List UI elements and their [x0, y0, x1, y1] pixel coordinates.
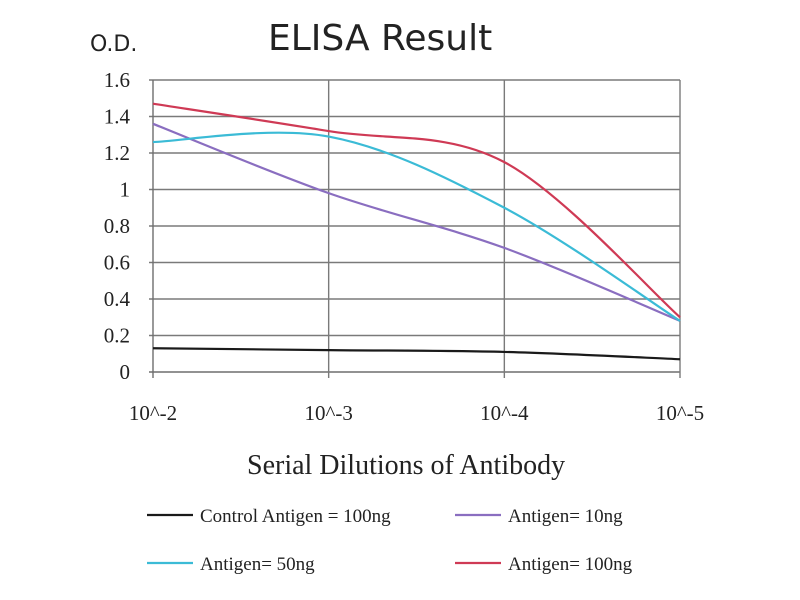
x-axis-label: Serial Dilutions of Antibody	[247, 450, 565, 481]
y-tick-label: 0.8	[104, 214, 130, 238]
legend-label: Control Antigen = 100ng	[200, 506, 391, 527]
y-ticks: 0 0.2 0.4 0.6 0.8 1 1.2 1.4 1.6	[104, 68, 131, 384]
series-line	[152, 102, 681, 319]
y-tick-label: 1.6	[104, 68, 130, 92]
series-line	[152, 347, 681, 361]
y-tick-label: 0.6	[104, 251, 130, 275]
chart-title: ELISA Result	[268, 18, 492, 59]
legend: Control Antigen = 100ng Antigen= 10ng Anti…	[147, 506, 633, 575]
y-tick-label: 1.2	[104, 141, 130, 165]
x-ticks: 10^-2 10^-3 10^-4 10^-5	[129, 401, 704, 425]
x-tick-label: 10^-2	[129, 401, 177, 425]
y-tick-label: 0.4	[104, 287, 131, 311]
series-line	[152, 131, 681, 322]
y-tick-label: 0	[120, 360, 131, 384]
x-tick-label: 10^-5	[656, 401, 704, 425]
y-tick-label: 1.4	[104, 105, 131, 129]
legend-label: Antigen= 100ng	[508, 554, 633, 575]
y-axis-label: O.D.	[90, 32, 137, 57]
legend-label: Antigen= 50ng	[200, 554, 315, 575]
x-tick-label: 10^-4	[480, 401, 529, 425]
y-tick-label: 1	[120, 178, 131, 202]
y-tick-label: 0.2	[104, 324, 130, 348]
series-lines	[152, 102, 681, 361]
x-tick-label: 10^-3	[304, 401, 352, 425]
series-line	[152, 122, 681, 322]
legend-label: Antigen= 10ng	[508, 506, 623, 527]
grid	[149, 79, 681, 378]
